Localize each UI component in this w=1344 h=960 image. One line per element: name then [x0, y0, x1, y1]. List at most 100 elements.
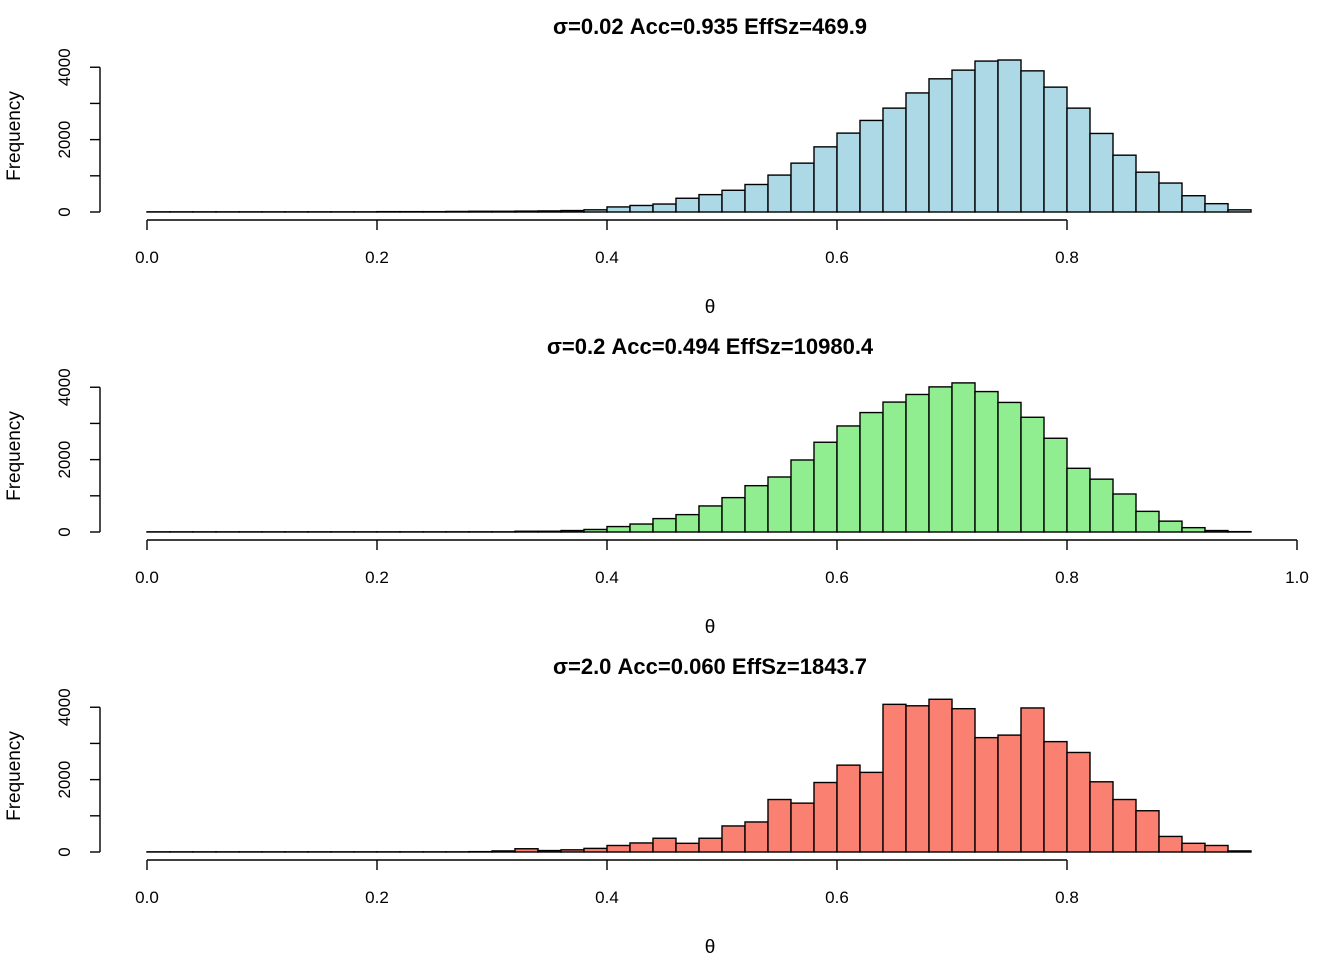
histogram-bar [1020, 707, 1045, 853]
histogram-bar [905, 705, 930, 853]
histogram-bar [974, 390, 999, 533]
histogram-bar [629, 523, 654, 533]
histogram-bar [491, 850, 516, 853]
y-tick-label: 2000 [55, 441, 74, 479]
histogram-bar [859, 119, 884, 213]
histogram-bar [767, 476, 792, 533]
histogram-bar [836, 132, 861, 213]
histogram-panel-3: σ=2.0 Acc=0.060 EffSz=1843.7 0 2000 4000 Fre… [4, 654, 1252, 958]
x-tick-label: 0.8 [1055, 568, 1079, 587]
histogram-bar [951, 69, 976, 213]
histogram-bar [928, 386, 953, 533]
histogram-bar [859, 411, 884, 533]
histogram-bar [859, 771, 884, 853]
x-axis-label: θ [705, 617, 716, 638]
histogram-bar [698, 837, 723, 853]
y-axis-label: Frequency [4, 731, 25, 821]
histogram-bar [882, 401, 907, 533]
y-tick-label: 2000 [55, 121, 74, 159]
histogram-bar [790, 162, 815, 213]
histogram-bar [974, 60, 999, 213]
histogram-bar [744, 183, 769, 213]
histogram-bar [675, 842, 700, 853]
histogram-bar [1112, 154, 1137, 213]
histogram-bar [698, 505, 723, 533]
histogram-bar [1043, 86, 1068, 213]
x-tick-label: 0.4 [595, 568, 619, 587]
histogram-bar [514, 530, 539, 533]
y-tick-label: 4000 [55, 48, 74, 86]
chart-title: σ=0.02 Acc=0.935 EffSz=469.9 [553, 14, 867, 39]
x-tick-label: 1.0 [1285, 568, 1309, 587]
histogram-bar [974, 736, 999, 853]
histogram-bar [721, 189, 746, 213]
x-tick-label: 0.2 [365, 568, 389, 587]
histogram-bar [675, 197, 700, 213]
y-tick-label: 4000 [55, 688, 74, 726]
histogram-bar [560, 849, 585, 853]
histogram-bar [514, 210, 539, 213]
histogram-bar [1158, 835, 1183, 853]
histogram-bar [790, 802, 815, 853]
histogram-bar [790, 459, 815, 533]
histogram-bar [1066, 467, 1091, 533]
y-axis-label: Frequency [4, 91, 25, 181]
histogram-bar [468, 210, 493, 213]
histogram-bar [813, 441, 838, 533]
histogram-bar [652, 203, 677, 213]
x-axis-label: θ [705, 297, 716, 318]
histogram-bar [1089, 132, 1114, 213]
histogram-bar [514, 848, 539, 853]
histogram-bar [744, 821, 769, 853]
histogram-bar [997, 734, 1022, 853]
histogram-bar [583, 209, 608, 213]
histogram-bar [583, 847, 608, 853]
histogram-bar [652, 517, 677, 533]
histogram-bar [445, 210, 470, 213]
histogram-panel-2: σ=0.2 Acc=0.494 EffSz=10980.4 0 2000 4000 Fr… [4, 334, 1309, 638]
x-tick-label: 0.6 [825, 568, 849, 587]
histogram-bar [1204, 529, 1229, 533]
histogram-bar [997, 401, 1022, 533]
histogram-bar [882, 107, 907, 213]
histogram-bar [1181, 195, 1206, 213]
x-tick-label: 0.6 [825, 248, 849, 267]
histogram-bar [1020, 416, 1045, 533]
histogram-bar [767, 798, 792, 853]
histogram-bar [1066, 107, 1091, 213]
histogram-bar [1112, 493, 1137, 533]
histogram-bar [1204, 844, 1229, 853]
y-tick-label: 0 [55, 527, 74, 536]
histogram-bar [1043, 740, 1068, 853]
histogram-bar [537, 210, 562, 213]
histogram-bar [1089, 478, 1114, 533]
histogram-bar [1135, 510, 1160, 533]
x-tick-label: 0.2 [365, 248, 389, 267]
x-tick-label: 0.2 [365, 888, 389, 907]
y-tick-label: 4000 [55, 368, 74, 406]
y-tick-label: 2000 [55, 761, 74, 799]
histogram-bar [606, 525, 631, 533]
histogram-bar [997, 59, 1022, 213]
histogram-bar [882, 703, 907, 853]
histogram-bar [1135, 171, 1160, 213]
x-axis-label: θ [705, 937, 716, 958]
x-tick-label: 0.0 [135, 568, 159, 587]
histogram-bar [836, 425, 861, 533]
histogram-bar [905, 92, 930, 213]
y-tick-label: 0 [55, 207, 74, 216]
x-tick-label: 0.6 [825, 888, 849, 907]
histogram-bar [629, 842, 654, 853]
x-tick-label: 0.8 [1055, 888, 1079, 907]
histogram-bar [928, 698, 953, 853]
x-tick-label: 0.8 [1055, 248, 1079, 267]
histogram-bar [928, 78, 953, 213]
histogram-bar [1158, 520, 1183, 533]
histogram-bar [1158, 182, 1183, 213]
histogram-bar [1112, 798, 1137, 853]
histogram-bar [606, 206, 631, 213]
histogram-bar [1135, 810, 1160, 853]
histogram-bar [1066, 751, 1091, 853]
histogram-bar [583, 528, 608, 533]
